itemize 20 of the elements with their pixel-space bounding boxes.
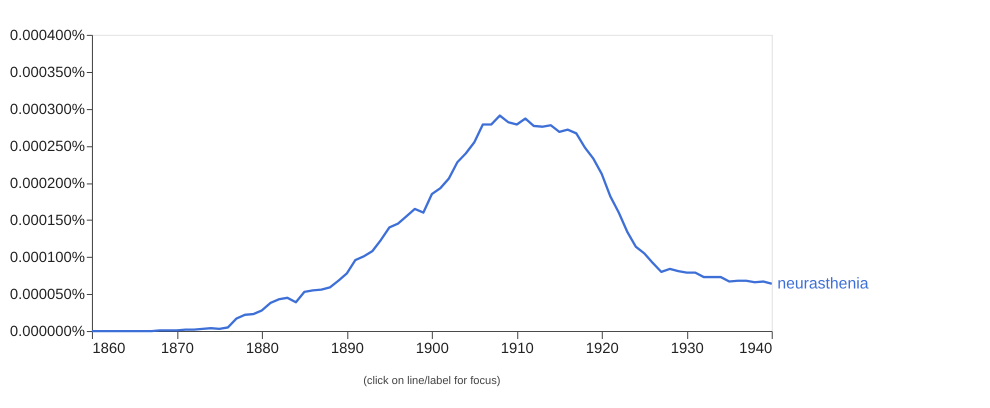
x-tick-label: 1910 <box>500 340 534 357</box>
y-tick-label: 0.000050% <box>10 287 85 304</box>
y-tick-label: 0.000300% <box>10 102 85 118</box>
x-tick-label: 1900 <box>416 340 449 357</box>
y-tick-label: 0.000350% <box>10 65 85 82</box>
x-tick-label: 1920 <box>586 340 619 357</box>
series-label: neurasthenia <box>777 275 869 292</box>
x-tick-label: 1870 <box>160 340 194 357</box>
x-tick-label: 1860 <box>92 340 126 357</box>
x-tick-label: 1890 <box>330 340 364 357</box>
y-tick-label: 0.000400% <box>10 28 85 44</box>
y-tick-label: 0.000000% <box>10 324 85 340</box>
y-tick-label: 0.000150% <box>10 213 85 230</box>
y-tick-label: 0.000100% <box>10 250 85 266</box>
x-tick-label: 1940 <box>739 340 772 357</box>
text: (click on line/label for focus) <box>363 375 501 388</box>
x-tick-label: 1880 <box>246 340 279 357</box>
x-tick-label: 1930 <box>670 340 704 357</box>
y-tick-label: 0.000200% <box>10 176 85 192</box>
y-tick-label: 0.000250% <box>10 139 85 156</box>
